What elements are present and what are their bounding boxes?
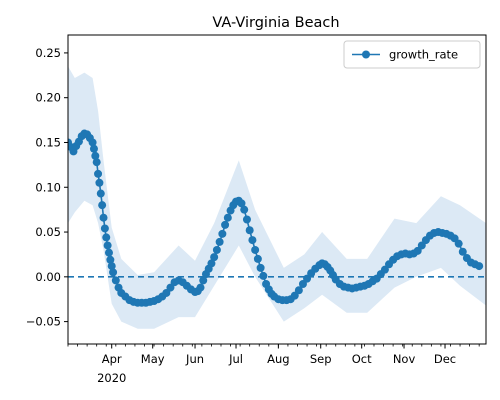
- y-tick-label: 0.15: [35, 135, 61, 149]
- x-tick-label: Oct: [352, 352, 372, 366]
- data-point: [248, 236, 257, 245]
- x-tick-label: May: [141, 352, 165, 366]
- data-point: [294, 286, 303, 295]
- data-point: [207, 259, 216, 268]
- legend: growth_rate: [343, 40, 481, 69]
- data-point: [245, 226, 254, 235]
- data-point: [251, 245, 260, 254]
- legend-box: [343, 40, 481, 69]
- data-point: [88, 138, 97, 147]
- data-point: [92, 158, 101, 167]
- y-tick-label: 0.10: [35, 180, 61, 194]
- data-point: [96, 189, 105, 198]
- series-layer: [68, 129, 484, 307]
- y-tick-label: 0.25: [35, 46, 61, 60]
- confidence-band: [68, 66, 486, 329]
- data-point: [253, 254, 262, 263]
- data-point: [107, 262, 116, 271]
- data-point: [99, 213, 108, 222]
- data-point: [223, 213, 232, 222]
- x-tick-label: Sep: [310, 352, 332, 366]
- data-point: [94, 169, 103, 178]
- data-point: [104, 248, 113, 257]
- y-tick-label: 0.05: [35, 225, 61, 239]
- x-tick-label: Nov: [393, 352, 416, 366]
- series-growth-rate: [68, 129, 484, 307]
- data-point: [454, 239, 463, 248]
- y-tick-label: −0.05: [26, 315, 61, 329]
- plot-frame: [67, 34, 487, 345]
- data-point: [212, 245, 221, 254]
- data-point: [240, 205, 249, 214]
- data-point: [210, 253, 219, 262]
- data-point: [256, 263, 265, 272]
- data-point: [475, 262, 484, 271]
- data-point: [98, 201, 107, 210]
- confidence-band-layer: [68, 66, 486, 329]
- x-tick-label: Jul: [228, 352, 243, 366]
- data-point: [259, 271, 268, 280]
- data-point: [100, 224, 109, 233]
- data-point: [242, 215, 251, 224]
- chart-title: VA-Virginia Beach: [212, 15, 339, 31]
- data-point: [103, 241, 112, 250]
- data-point: [91, 151, 100, 160]
- data-point: [111, 276, 120, 285]
- data-point: [196, 283, 205, 292]
- y-tick-label: 0.20: [35, 91, 61, 105]
- data-point: [458, 247, 467, 256]
- data-point: [102, 233, 111, 242]
- data-point: [215, 237, 224, 246]
- y-tick-label: 0.00: [35, 270, 61, 284]
- axes-layer: −0.05 0.00 0.05 0.10 0.15 0.20 0.25 Apr 2020 May J…: [26, 34, 487, 385]
- data-point: [109, 268, 118, 277]
- data-point: [106, 255, 115, 264]
- x-tick-label: Aug: [267, 352, 289, 366]
- data-point: [199, 276, 208, 285]
- x-tick-sublabel: 2020: [97, 371, 126, 385]
- data-point: [221, 220, 230, 229]
- data-point: [89, 144, 98, 153]
- legend-label: growth_rate: [389, 48, 458, 62]
- legend-marker: [362, 50, 370, 59]
- data-point: [95, 178, 104, 187]
- x-tick-label: Dec: [434, 352, 456, 366]
- data-point: [218, 229, 227, 238]
- x-tick-label: Apr: [102, 352, 122, 366]
- x-tick-label: Jun: [185, 352, 204, 366]
- data-point: [237, 199, 246, 208]
